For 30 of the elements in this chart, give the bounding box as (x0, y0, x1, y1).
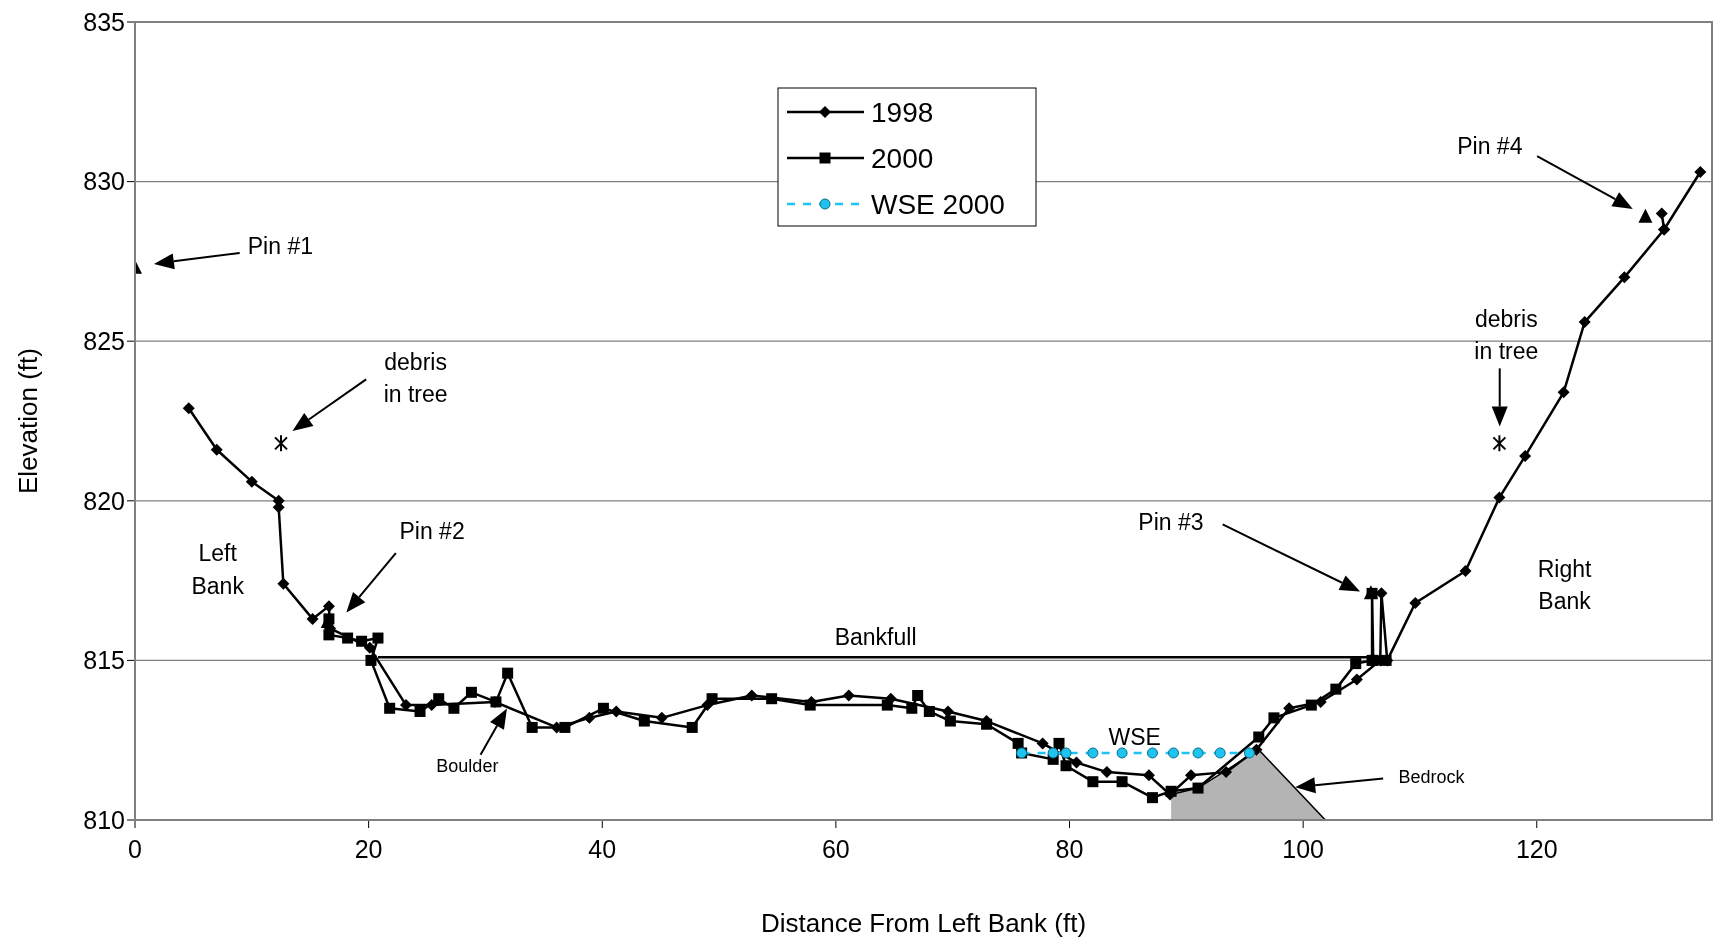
legend-label: 2000 (871, 142, 934, 174)
y-axis-title: Elevation (ft) (13, 348, 43, 494)
annotation: WSE (1108, 723, 1161, 750)
x-tick-label: 0 (128, 834, 142, 863)
y-tick-label: 820 (83, 486, 125, 515)
x-tick-label: 100 (1282, 834, 1325, 863)
legend-label: WSE 2000 (871, 188, 1005, 220)
y-tick-label: 810 (83, 805, 125, 834)
legend-label: 1998 (871, 96, 934, 128)
annotation: Pin #4 (1457, 133, 1523, 160)
y-tick-label: 835 (83, 7, 125, 36)
y-tick-label: 830 (83, 167, 125, 196)
annotation: debris in tree (383, 349, 448, 408)
annotation: Right Bank (1537, 555, 1593, 615)
annotation: Bankfull (834, 624, 917, 651)
x-tick-label: 40 (588, 834, 617, 863)
annotation: Left Bank (191, 540, 245, 599)
annotation: Pin #1 (247, 233, 313, 260)
annotation: Pin #2 (399, 518, 465, 545)
x-tick-label: 60 (821, 834, 850, 863)
annotation: debris in tree (1474, 306, 1539, 365)
y-tick-label: 825 (83, 327, 125, 356)
annotation: Pin #3 (1138, 509, 1204, 536)
annotation: Bedrock (1398, 767, 1466, 788)
x-tick-label: 80 (1055, 834, 1084, 863)
annotation: Boulder (436, 755, 499, 776)
x-tick-label: 20 (354, 834, 383, 863)
x-tick-label: 120 (1515, 834, 1558, 863)
x-axis-title: Distance From Left Bank (ft) (760, 908, 1087, 938)
y-tick-label: 815 (83, 646, 125, 675)
